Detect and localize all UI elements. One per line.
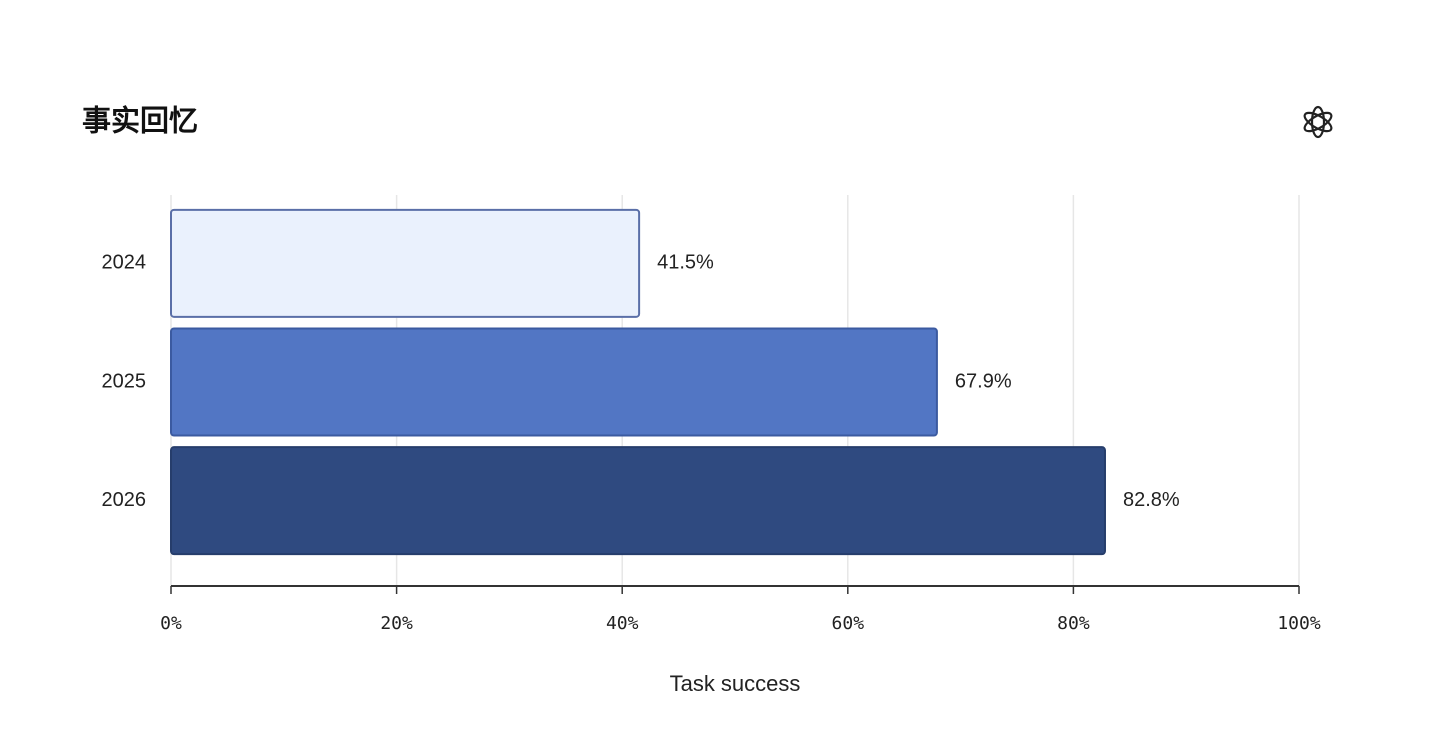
bar	[170, 446, 1106, 556]
value-label: 41.5%	[657, 252, 714, 274]
y-tick-label: 2024	[102, 252, 147, 274]
value-label: 82.8%	[1123, 489, 1180, 511]
x-tick-label: 40%	[606, 613, 639, 634]
chart-title: 事实回忆	[82, 104, 198, 138]
y-tick-label: 2025	[102, 370, 147, 392]
x-axis-label: Task success	[670, 671, 801, 696]
x-tick-label: 100%	[1277, 613, 1321, 634]
value-label: 67.9%	[955, 370, 1012, 392]
bar	[170, 208, 641, 318]
y-tick-label: 2026	[102, 489, 147, 511]
x-tick-label: 20%	[380, 613, 413, 634]
logo	[1303, 105, 1333, 139]
x-tick-label: 60%	[832, 613, 865, 634]
bar	[170, 327, 938, 437]
x-tick-label: 80%	[1057, 613, 1090, 634]
x-tick-label: 0%	[160, 613, 182, 634]
